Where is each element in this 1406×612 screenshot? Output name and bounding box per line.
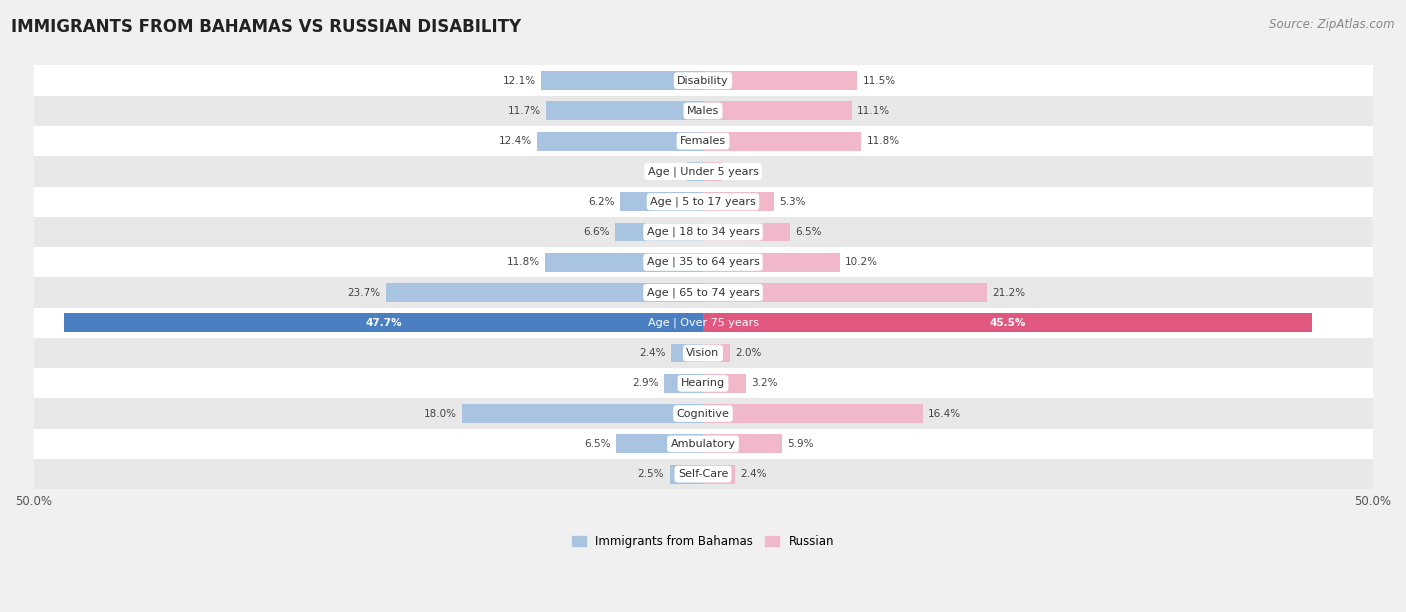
Text: Self-Care: Self-Care xyxy=(678,469,728,479)
Bar xyxy=(688,162,703,181)
Text: IMMIGRANTS FROM BAHAMAS VS RUSSIAN DISABILITY: IMMIGRANTS FROM BAHAMAS VS RUSSIAN DISAB… xyxy=(11,18,522,36)
Text: 1.2%: 1.2% xyxy=(655,166,682,176)
Bar xyxy=(34,459,1372,489)
Text: Vision: Vision xyxy=(686,348,720,358)
Text: 5.9%: 5.9% xyxy=(787,439,814,449)
Bar xyxy=(34,65,1372,95)
Text: 16.4%: 16.4% xyxy=(928,409,962,419)
Bar xyxy=(703,374,745,393)
Text: 12.4%: 12.4% xyxy=(499,136,531,146)
Legend: Immigrants from Bahamas, Russian: Immigrants from Bahamas, Russian xyxy=(567,531,839,553)
Bar xyxy=(34,368,1372,398)
Bar xyxy=(620,192,703,211)
Text: Age | 35 to 64 years: Age | 35 to 64 years xyxy=(647,257,759,267)
Text: 11.1%: 11.1% xyxy=(858,106,890,116)
Bar xyxy=(703,102,852,121)
Bar xyxy=(703,313,1312,332)
Bar xyxy=(664,374,703,393)
Text: 23.7%: 23.7% xyxy=(347,288,380,297)
Text: Age | 65 to 74 years: Age | 65 to 74 years xyxy=(647,287,759,298)
Bar xyxy=(34,95,1372,126)
Bar xyxy=(34,398,1372,429)
Text: 6.5%: 6.5% xyxy=(583,439,610,449)
Bar xyxy=(703,162,721,181)
Bar xyxy=(703,404,922,423)
Bar xyxy=(703,344,730,362)
Bar xyxy=(34,156,1372,187)
Bar xyxy=(703,192,773,211)
Text: Ambulatory: Ambulatory xyxy=(671,439,735,449)
Text: Age | Over 75 years: Age | Over 75 years xyxy=(648,318,758,328)
Bar xyxy=(463,404,703,423)
Text: 3.2%: 3.2% xyxy=(751,378,778,389)
Bar xyxy=(541,71,703,90)
Bar xyxy=(34,187,1372,217)
Text: Age | Under 5 years: Age | Under 5 years xyxy=(648,166,758,177)
Text: 11.8%: 11.8% xyxy=(506,257,540,267)
Text: 10.2%: 10.2% xyxy=(845,257,877,267)
Bar xyxy=(616,435,703,453)
Bar xyxy=(34,277,1372,308)
Bar xyxy=(703,132,860,151)
Bar xyxy=(703,283,987,302)
Text: 2.4%: 2.4% xyxy=(638,348,665,358)
Text: 21.2%: 21.2% xyxy=(993,288,1025,297)
Text: Males: Males xyxy=(688,106,718,116)
Text: 2.9%: 2.9% xyxy=(633,378,659,389)
Bar xyxy=(34,217,1372,247)
Text: 45.5%: 45.5% xyxy=(990,318,1026,328)
Text: 18.0%: 18.0% xyxy=(423,409,457,419)
Text: 11.5%: 11.5% xyxy=(862,76,896,86)
Bar xyxy=(614,223,703,241)
Bar xyxy=(65,313,703,332)
Bar xyxy=(34,308,1372,338)
Text: Cognitive: Cognitive xyxy=(676,409,730,419)
Bar xyxy=(34,338,1372,368)
Text: Age | 18 to 34 years: Age | 18 to 34 years xyxy=(647,226,759,237)
Text: Source: ZipAtlas.com: Source: ZipAtlas.com xyxy=(1270,18,1395,31)
Bar xyxy=(703,465,735,483)
Bar xyxy=(546,253,703,272)
Bar xyxy=(385,283,703,302)
Bar xyxy=(547,102,703,121)
Text: 2.4%: 2.4% xyxy=(741,469,768,479)
Bar xyxy=(703,223,790,241)
Text: 1.4%: 1.4% xyxy=(727,166,754,176)
Text: 2.5%: 2.5% xyxy=(638,469,664,479)
Text: 47.7%: 47.7% xyxy=(366,318,402,328)
Bar xyxy=(537,132,703,151)
Text: 5.3%: 5.3% xyxy=(779,196,806,207)
Text: 12.1%: 12.1% xyxy=(502,76,536,86)
Text: 6.6%: 6.6% xyxy=(582,227,609,237)
Bar xyxy=(671,344,703,362)
Bar xyxy=(34,247,1372,277)
Bar xyxy=(703,71,858,90)
Text: Age | 5 to 17 years: Age | 5 to 17 years xyxy=(650,196,756,207)
Text: Hearing: Hearing xyxy=(681,378,725,389)
Text: Disability: Disability xyxy=(678,76,728,86)
Bar xyxy=(703,253,839,272)
Bar xyxy=(669,465,703,483)
Text: 2.0%: 2.0% xyxy=(735,348,762,358)
Bar xyxy=(34,126,1372,156)
Text: 6.2%: 6.2% xyxy=(588,196,614,207)
Bar xyxy=(34,429,1372,459)
Text: Females: Females xyxy=(681,136,725,146)
Bar xyxy=(703,435,782,453)
Text: 11.8%: 11.8% xyxy=(866,136,900,146)
Text: 11.7%: 11.7% xyxy=(508,106,541,116)
Text: 6.5%: 6.5% xyxy=(796,227,823,237)
